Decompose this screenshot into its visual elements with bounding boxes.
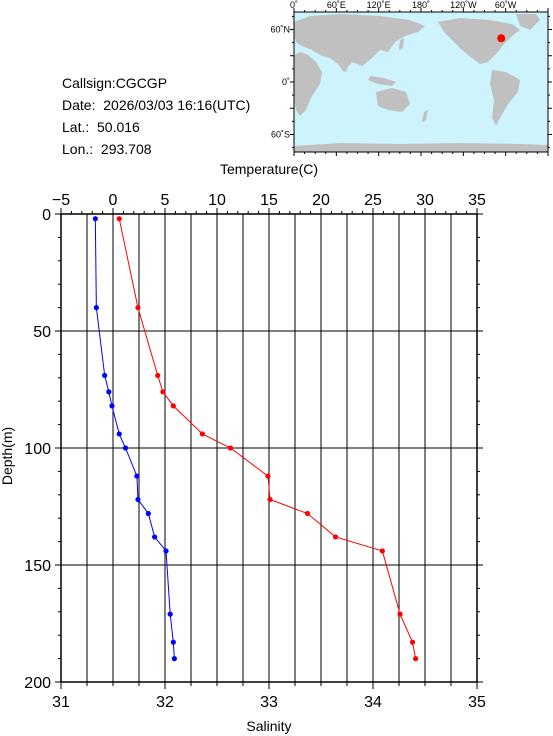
depth-tick-label: 100: [24, 441, 51, 458]
salinity-data-point: [93, 305, 99, 311]
salinity-data-point: [135, 496, 141, 503]
temperature-data-point: [379, 548, 385, 554]
temperature-data-point: [135, 305, 141, 311]
salinity-data-point: [171, 656, 177, 662]
salinity-data-point: [152, 534, 158, 540]
temperature-data-point: [199, 431, 206, 437]
depth-tick-label: 200: [24, 675, 51, 692]
temperature-tick-label: −5: [52, 192, 70, 209]
salinity-data-point: [134, 473, 140, 479]
temperature-tick-label: 25: [364, 192, 382, 209]
temperature-data-point: [116, 216, 122, 222]
salinity-data-point: [92, 216, 98, 222]
temperature-axis-label: Temperature(C): [220, 161, 318, 177]
world-map: 0˚ 60˚E 120˚E 180˚ 120˚W 60˚W 60˚N 0˚ 60˚S: [270, 0, 552, 156]
map-lon-label: 60˚W: [495, 0, 517, 10]
japan-landmass: [399, 38, 404, 50]
map-lon-label: 0˚: [290, 0, 298, 10]
temperature-data-point: [397, 611, 403, 617]
temperature-data-point: [267, 496, 273, 503]
temperature-tick-label: 35: [468, 192, 486, 209]
axis-tick-marks: [55, 208, 483, 689]
temperature-data-point: [332, 534, 339, 540]
india-landmass: [340, 58, 350, 72]
depth-tick-label: 150: [24, 558, 51, 575]
new-zealand-landmass: [422, 110, 428, 122]
salinity-data-point: [170, 639, 176, 645]
temperature-data-point: [409, 639, 416, 645]
salinity-data-point: [116, 431, 122, 437]
station-info: Callsign:CGCGP Date: 2026/03/03 16:16(UT…: [62, 72, 250, 160]
africa-landmass: [294, 52, 322, 116]
salinity-data-point: [102, 372, 108, 379]
north-america-landmass: [438, 18, 520, 64]
map-labels: 0˚ 60˚E 120˚E 180˚ 120˚W 60˚W 60˚N 0˚ 60˚S: [270, 0, 516, 140]
salinity-tick-label: 35: [468, 694, 486, 711]
salinity-tick-label: 31: [52, 694, 70, 711]
temperature-data-point: [170, 403, 176, 409]
date-text: Date: 2026/03/03 16:16(UTC): [62, 97, 251, 113]
indonesia-landmass: [368, 76, 396, 86]
map-lon-label: 120˚E: [367, 0, 391, 10]
salinity-axis-label: Salinity: [246, 718, 291, 734]
map-tick-marks: [290, 8, 552, 156]
south-america-landmass: [490, 70, 520, 126]
temperature-tick-label: 5: [161, 192, 170, 209]
salinity-data-point: [163, 548, 169, 554]
greenland-landmass: [516, 14, 540, 30]
temperature-tick-label: 30: [416, 192, 434, 209]
map-lat-label: 60˚S: [271, 130, 290, 140]
eurasia-landmass: [294, 14, 425, 72]
salinity-tick-label: 32: [156, 694, 174, 711]
australia-landmass: [376, 88, 410, 112]
temperature-data-point: [227, 445, 234, 451]
antarctica-landmass: [294, 143, 548, 152]
depth-tick-label: 50: [33, 324, 51, 341]
station-marker: [497, 34, 506, 43]
temperature-data-point: [265, 473, 271, 479]
map-lat-label: 0˚: [282, 77, 290, 87]
salinity-data-point: [109, 403, 115, 409]
temperature-data-point: [160, 389, 166, 395]
temperature-tick-label: 0: [109, 192, 118, 209]
map-lon-label: 60˚E: [327, 0, 346, 10]
temperature-data-point: [155, 372, 161, 379]
salinity-data-point: [167, 611, 173, 617]
temperature-data-point: [413, 656, 419, 662]
map-lon-label: 120˚W: [450, 0, 477, 10]
salinity-tick-label: 34: [364, 694, 382, 711]
salinity-data-point: [145, 510, 151, 517]
callsign-text: Callsign:CGCGP: [62, 75, 168, 91]
salinity-data-point: [106, 389, 112, 395]
salinity-tick-label: 33: [260, 694, 278, 711]
salinity-data-point: [122, 445, 129, 451]
map-land: [294, 14, 548, 152]
latitude-text: Lat.: 50.016: [62, 119, 140, 135]
data-series: [92, 216, 419, 662]
longitude-text: Lon.: 293.708: [62, 141, 152, 157]
temperature-data-point: [304, 510, 311, 517]
depth-axis-label: Depth(m): [0, 427, 15, 485]
temperature-tick-label: 15: [260, 192, 278, 209]
temperature-tick-label: 10: [208, 192, 226, 209]
depth-tick-label: 0: [42, 207, 51, 224]
map-lon-label: 180˚: [412, 0, 430, 10]
temperature-tick-label: 20: [312, 192, 330, 209]
map-lat-label: 60˚N: [270, 25, 290, 35]
